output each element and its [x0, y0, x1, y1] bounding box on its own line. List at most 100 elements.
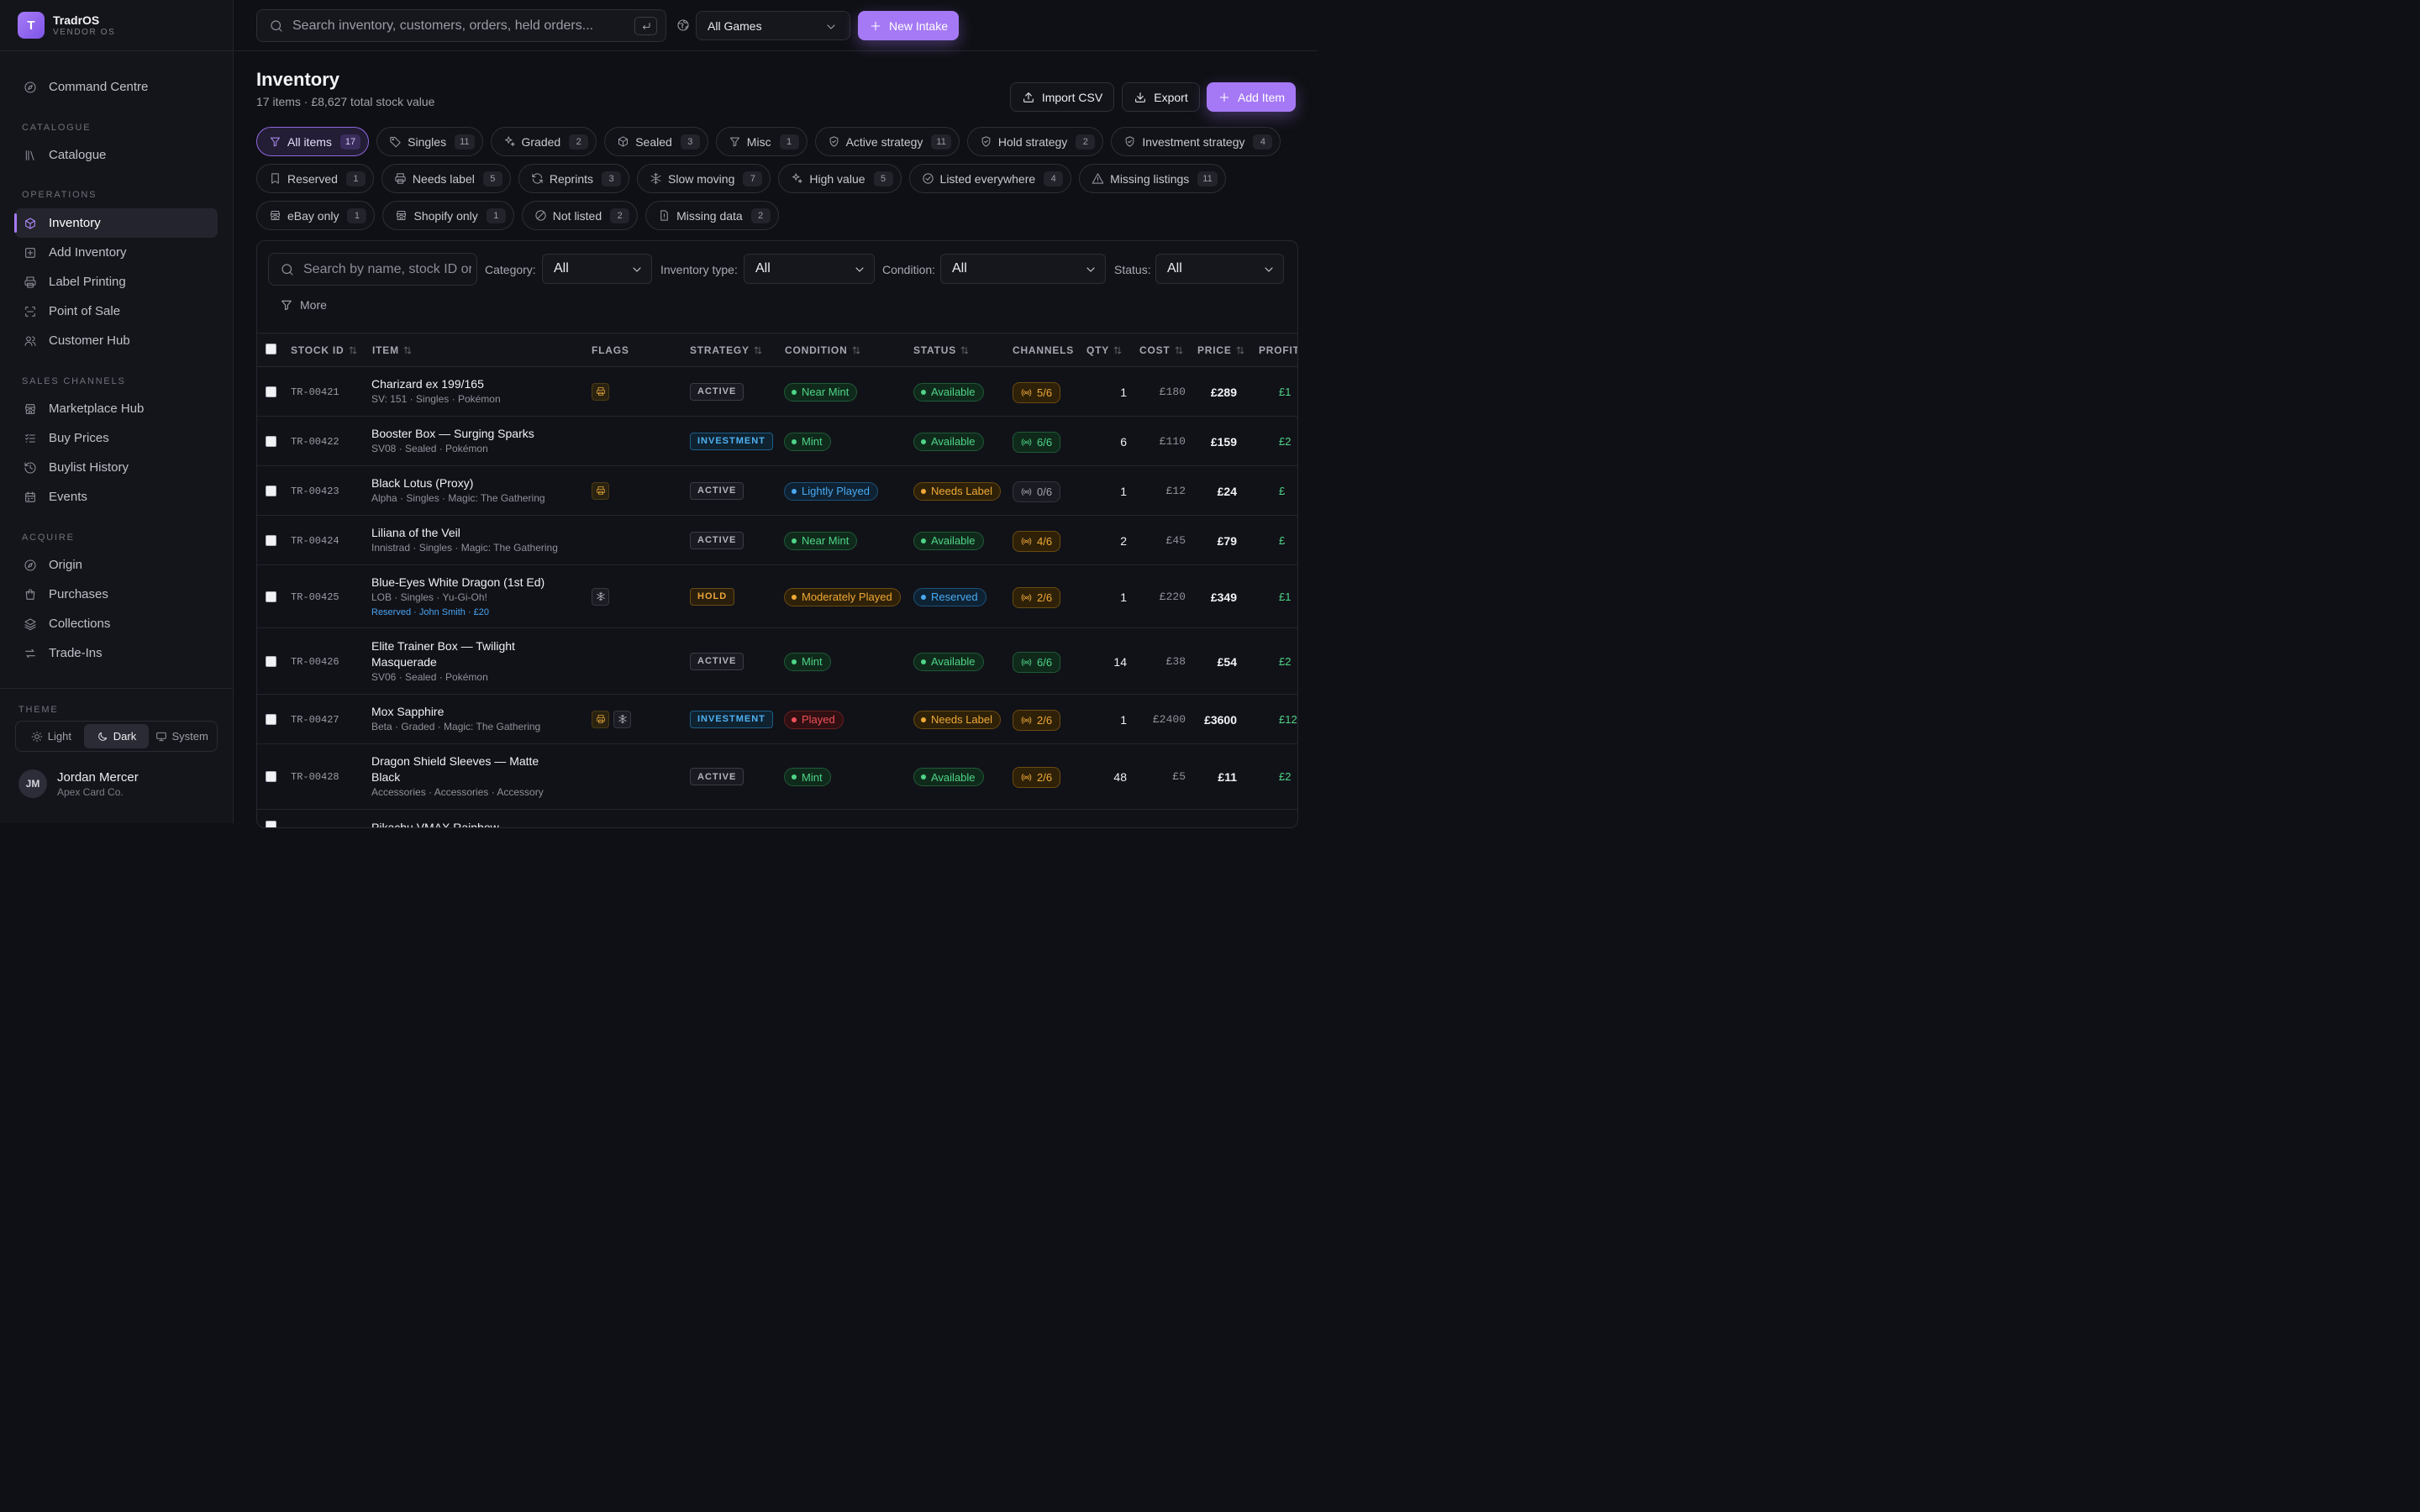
col-stock-id[interactable]: STOCK ID	[291, 344, 358, 356]
condition-select[interactable]: All	[940, 254, 1106, 284]
sidebar-item-label-printing[interactable]: Label Printing	[15, 267, 218, 297]
chip-hold-strategy[interactable]: Hold strategy 2	[966, 127, 1104, 156]
row-checkbox[interactable]	[266, 485, 276, 496]
row-checkbox[interactable]	[266, 821, 276, 827]
item-name[interactable]: Charizard ex 199/165	[371, 377, 484, 391]
more-filters-button[interactable]: More	[280, 298, 327, 312]
row-checkbox[interactable]	[266, 591, 276, 602]
sidebar-item-inventory[interactable]: Inventory	[14, 208, 218, 238]
chip-listed-everywhere[interactable]: Listed everywhere 4	[908, 164, 1072, 193]
channels-badge[interactable]: 0/6	[1013, 480, 1061, 502]
sidebar-item-trade-ins[interactable]: Trade-Ins	[15, 638, 218, 668]
status-select[interactable]: All	[1155, 254, 1284, 284]
sidebar-item-buy-prices[interactable]: Buy Prices	[15, 423, 218, 453]
chip-sealed[interactable]: Sealed 3	[604, 127, 708, 156]
chip-missing-listings[interactable]: Missing listings 11	[1079, 164, 1226, 193]
channels-badge[interactable]: 2/6	[1013, 767, 1061, 788]
chip-all-items[interactable]: All items 17	[256, 127, 370, 156]
sidebar-item-marketplace-hub[interactable]: Marketplace Hub	[15, 394, 218, 423]
table-row[interactable]: Pikachu VMAX Rainbow	[257, 810, 1297, 828]
export-button[interactable]: Export	[1122, 82, 1200, 112]
theme-dark-button[interactable]: Dark	[83, 724, 150, 748]
table-row[interactable]: TR-00423 Black Lotus (Proxy) Alpha · Singl…	[257, 466, 1297, 516]
chip-shopify-only[interactable]: Shopify only 1	[382, 201, 514, 230]
chip-needs-label[interactable]: Needs label 5	[381, 164, 511, 193]
sidebar-item-events[interactable]: Events	[15, 482, 218, 512]
table-row[interactable]: TR-00428 Dragon Shield Sleeves — Matte Bl…	[257, 744, 1297, 810]
table-row[interactable]: TR-00422 Booster Box — Surging Sparks SV08…	[257, 417, 1297, 466]
row-checkbox[interactable]	[266, 386, 276, 397]
global-search-input[interactable]	[292, 18, 629, 34]
sidebar-item-add-inventory[interactable]: Add Inventory	[15, 238, 218, 267]
chip-investment-strategy[interactable]: Investment strategy 4	[1111, 127, 1281, 156]
sidebar-item-purchases[interactable]: Purchases	[15, 580, 218, 609]
item-name[interactable]: Mox Sapphire	[371, 705, 445, 718]
chip-reserved[interactable]: Reserved 1	[256, 164, 374, 193]
table-row[interactable]: TR-00425 Blue-Eyes White Dragon (1st Ed) L…	[257, 565, 1297, 628]
flag-badge[interactable]	[613, 710, 631, 728]
table-row[interactable]: TR-00424 Liliana of the Veil Innistrad · S…	[257, 516, 1297, 565]
item-name[interactable]: Elite Trainer Box — Twilight Masquerade	[371, 638, 515, 669]
chip-missing-data[interactable]: Missing data 2	[645, 201, 779, 230]
col-profit[interactable]: PROFIT	[1259, 344, 1297, 356]
col-status[interactable]: STATUS	[913, 344, 970, 356]
flag-badge[interactable]	[592, 481, 609, 500]
chip-graded[interactable]: Graded 2	[490, 127, 597, 156]
sidebar-item-point-of-sale[interactable]: Point of Sale	[15, 297, 218, 326]
table-row[interactable]: TR-00426 Elite Trainer Box — Twilight Mas…	[257, 628, 1297, 695]
chip-active-strategy[interactable]: Active strategy 11	[814, 127, 960, 156]
chip-misc[interactable]: Misc 1	[715, 127, 808, 156]
sidebar-item-origin[interactable]: Origin	[15, 550, 218, 580]
col-qty[interactable]: QTY	[1086, 344, 1123, 356]
channels-badge[interactable]: 4/6	[1013, 530, 1061, 552]
col-price[interactable]: PRICE	[1197, 344, 1245, 356]
item-name[interactable]: Booster Box — Surging Sparks	[371, 427, 534, 440]
row-checkbox[interactable]	[266, 435, 276, 447]
chip-reprints[interactable]: Reprints 3	[518, 164, 629, 193]
add-item-button[interactable]: Add Item	[1207, 82, 1296, 112]
row-checkbox[interactable]	[266, 771, 276, 782]
channels-badge[interactable]: 2/6	[1013, 709, 1061, 731]
channels-badge[interactable]: 5/6	[1013, 381, 1061, 403]
theme-system-button[interactable]: System	[149, 724, 214, 748]
sidebar-item-buylist-history[interactable]: Buylist History	[15, 453, 218, 482]
flag-badge[interactable]	[592, 382, 609, 401]
game-select[interactable]: All Games	[696, 11, 850, 40]
row-checkbox[interactable]	[266, 534, 276, 546]
row-checkbox[interactable]	[266, 655, 276, 667]
inventory-type-select[interactable]: All	[744, 254, 875, 284]
theme-light-button[interactable]: Light	[18, 724, 84, 748]
item-name[interactable]: Dragon Shield Sleeves — Matte Black	[371, 754, 539, 784]
col-item[interactable]: ITEM	[372, 344, 413, 356]
channels-badge[interactable]: 6/6	[1013, 431, 1061, 453]
user-profile[interactable]: JM Jordan Mercer Apex Card Co.	[18, 769, 218, 798]
item-name[interactable]: Black Lotus (Proxy)	[371, 476, 474, 490]
select-all-checkbox[interactable]	[266, 344, 276, 354]
sidebar-item-collections[interactable]: Collections	[15, 609, 218, 638]
sidebar-item-catalogue[interactable]: Catalogue	[15, 140, 218, 170]
table-row[interactable]: TR-00427 Mox Sapphire Beta · Graded · Magi…	[257, 695, 1297, 744]
col-strategy[interactable]: STRATEGY	[690, 344, 763, 356]
chip-high-value[interactable]: High value 5	[778, 164, 902, 193]
chip-slow-moving[interactable]: Slow moving 7	[637, 164, 771, 193]
new-intake-button[interactable]: New Intake	[858, 11, 959, 40]
sidebar-item-customer-hub[interactable]: Customer Hub	[15, 326, 218, 355]
channels-badge[interactable]: 2/6	[1013, 586, 1061, 608]
col-condition[interactable]: CONDITION	[785, 344, 861, 356]
channels-badge[interactable]: 6/6	[1013, 651, 1061, 673]
item-name[interactable]: Blue-Eyes White Dragon (1st Ed)	[371, 575, 545, 589]
chip-singles[interactable]: Singles 11	[376, 127, 483, 156]
chip-ebay-only[interactable]: eBay only 1	[256, 201, 376, 230]
chip-not-listed[interactable]: Not listed 2	[521, 201, 639, 230]
import-csv-button[interactable]: Import CSV	[1010, 82, 1114, 112]
item-name[interactable]: Pikachu VMAX Rainbow	[371, 821, 499, 828]
col-cost[interactable]: COST	[1139, 344, 1184, 356]
item-name[interactable]: Liliana of the Veil	[371, 526, 460, 539]
table-row[interactable]: TR-00421 Charizard ex 199/165 SV: 151 · Si…	[257, 367, 1297, 417]
reservation-note[interactable]: Reserved · John Smith · £20	[371, 606, 490, 617]
flag-badge[interactable]	[592, 587, 609, 606]
table-search-input[interactable]	[303, 261, 471, 277]
flag-badge[interactable]	[592, 710, 609, 728]
category-select[interactable]: All	[542, 254, 652, 284]
sidebar-item-command-centre[interactable]: Command Centre	[15, 72, 218, 102]
